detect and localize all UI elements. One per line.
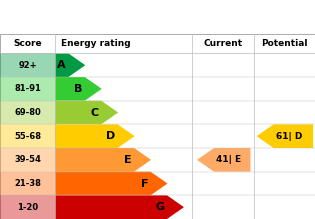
Bar (0, 77, 55, 101)
Bar (0, 195, 55, 219)
Text: 61| D: 61| D (276, 132, 302, 141)
Polygon shape (257, 124, 313, 148)
Polygon shape (55, 172, 168, 195)
Polygon shape (55, 101, 118, 124)
Text: 39-54: 39-54 (14, 155, 41, 164)
Polygon shape (55, 77, 102, 101)
Text: 69-80: 69-80 (14, 108, 41, 117)
Bar (0, 172, 55, 195)
Text: C: C (91, 108, 99, 118)
Bar (0, 124, 55, 148)
Text: A: A (57, 60, 66, 70)
Polygon shape (55, 53, 85, 77)
Text: Energy rating: Energy rating (61, 39, 131, 48)
Text: 81-91: 81-91 (14, 84, 41, 93)
Text: B: B (74, 84, 82, 94)
Text: Current: Current (203, 39, 243, 48)
Polygon shape (55, 124, 135, 148)
Text: Potential: Potential (261, 39, 307, 48)
Polygon shape (55, 195, 184, 219)
Text: 41| E: 41| E (216, 155, 242, 164)
Text: 55-68: 55-68 (14, 132, 41, 141)
Polygon shape (197, 148, 250, 172)
Bar (0, 53, 55, 77)
Text: 1-20: 1-20 (17, 203, 38, 212)
Text: 92+: 92+ (18, 61, 37, 70)
Text: 21-38: 21-38 (14, 179, 41, 188)
Bar (0, 148, 55, 172)
Text: E: E (124, 155, 132, 165)
Text: G: G (155, 202, 164, 212)
Text: Energy Efficiency Rating: Energy Efficiency Rating (9, 11, 193, 23)
Text: Score: Score (13, 39, 42, 48)
Polygon shape (55, 148, 151, 172)
Text: F: F (140, 178, 148, 189)
Bar (0, 101, 55, 124)
Text: D: D (106, 131, 115, 141)
